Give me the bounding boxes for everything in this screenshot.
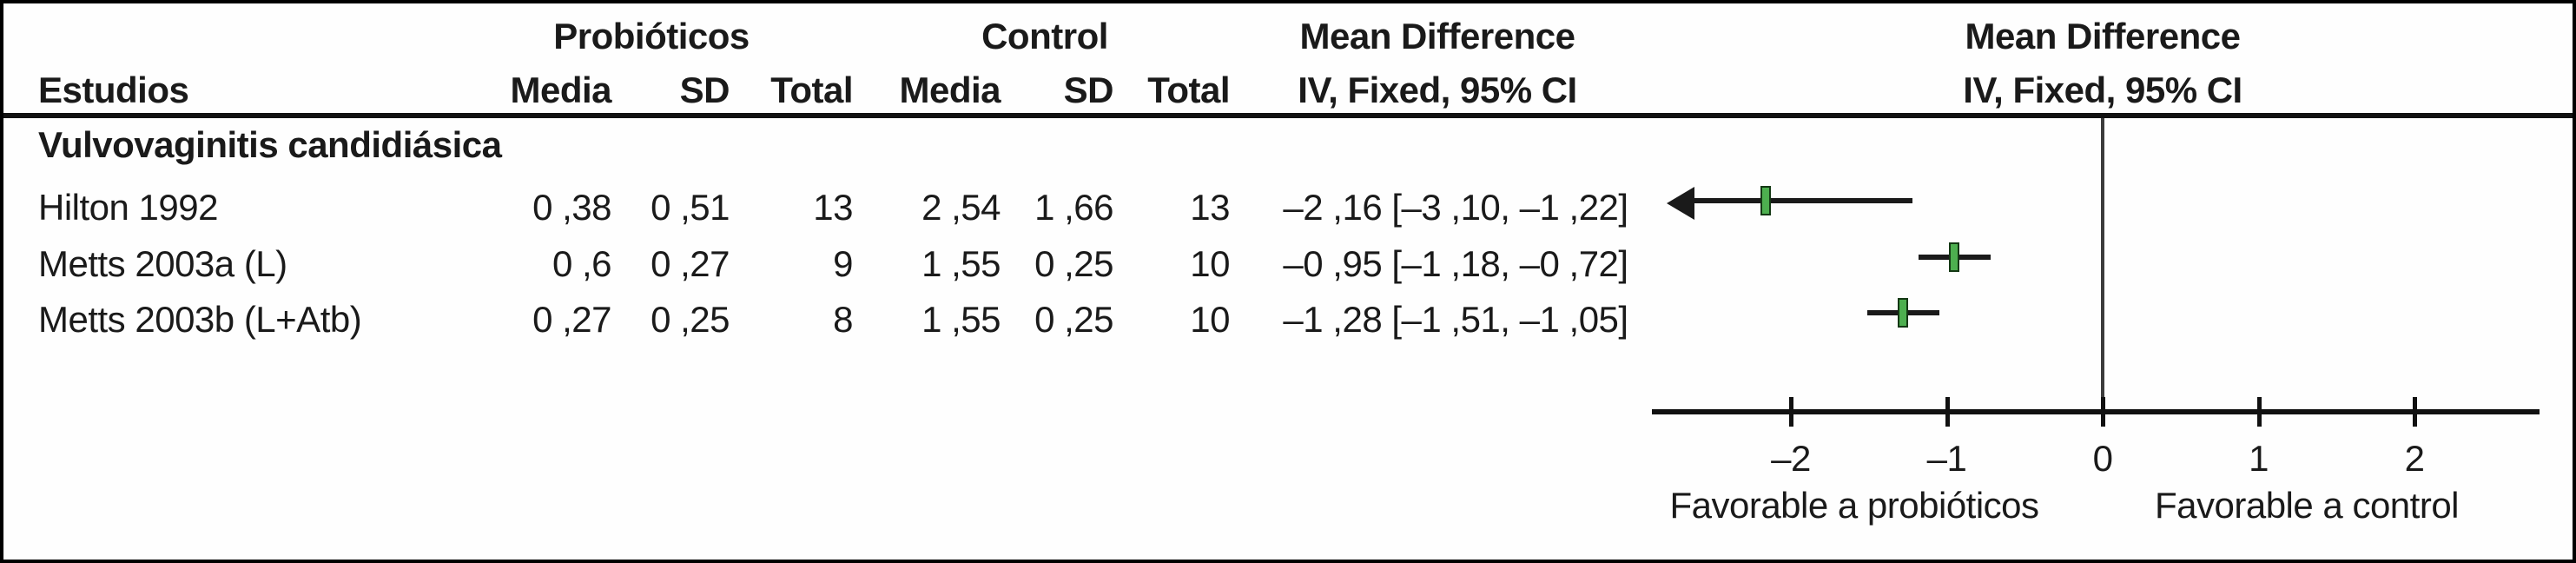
x-axis-line — [1652, 409, 2540, 414]
section-title: Vulvovaginitis candidiásica — [38, 124, 502, 165]
x-axis-tick — [2256, 397, 2262, 427]
zero-reference-line — [2101, 118, 2104, 413]
cell-p_sd: 0 ,51 — [651, 187, 730, 228]
cell-p_mean: 0 ,38 — [532, 187, 611, 228]
cell-p_total: 8 — [833, 299, 853, 340]
group-header-probiotics: Probióticos — [553, 16, 750, 56]
col-header-sd-1: SD — [679, 70, 730, 110]
effect-marker — [1760, 186, 1772, 215]
header-separator-line — [3, 113, 2573, 118]
x-axis-tick — [2413, 397, 2417, 427]
x-axis-tick-label: 0 — [2092, 438, 2113, 479]
x-axis-tick — [1945, 397, 1950, 427]
cell-p_total: 13 — [813, 187, 853, 228]
study-name: Metts 2003b (L+Atb) — [38, 299, 362, 340]
cell-c_sd: 0 ,25 — [1034, 299, 1113, 340]
ci-line — [1691, 198, 1912, 203]
study-name: Hilton 1992 — [38, 187, 218, 228]
col-header-iv-ci: IV, Fixed, 95% CI — [1298, 70, 1577, 110]
col-header-total-2: Total — [1147, 70, 1230, 110]
md-plot-header: Mean Difference — [1965, 16, 2241, 56]
col-header-media-2: Media — [899, 70, 1001, 110]
col-header-total-1: Total — [770, 70, 853, 110]
group-header-control: Control — [981, 16, 1108, 56]
cell-c_total: 10 — [1190, 299, 1230, 340]
plot-header-iv-ci: IV, Fixed, 95% CI — [1963, 70, 2242, 110]
cell-p_mean: 0 ,27 — [532, 299, 611, 340]
x-axis-tick-label: –2 — [1771, 438, 1811, 479]
x-axis-tick-label: –1 — [1926, 438, 1967, 479]
cell-c_mean: 1 ,55 — [921, 243, 1001, 284]
effect-marker — [1949, 242, 1960, 272]
xlabel-favors-probiotics: Favorable a probióticos — [1669, 485, 2039, 526]
cell-md-ci: –0 ,95 [–1 ,18, –0 ,72] — [1283, 243, 1628, 284]
cell-c_total: 13 — [1190, 187, 1230, 228]
cell-p_total: 9 — [833, 243, 853, 284]
cell-c_sd: 1 ,66 — [1034, 187, 1113, 228]
study-name: Metts 2003a (L) — [38, 243, 287, 284]
cell-md-ci: –2 ,16 [–3 ,10, –1 ,22] — [1283, 187, 1628, 228]
x-axis-tick-label: 2 — [2404, 438, 2425, 479]
cell-p_sd: 0 ,27 — [651, 243, 730, 284]
cell-c_total: 10 — [1190, 243, 1230, 284]
x-axis-tick-label: 1 — [2249, 438, 2269, 479]
cell-p_sd: 0 ,25 — [651, 299, 730, 340]
x-axis-tick — [2101, 397, 2105, 427]
cell-c_sd: 0 ,25 — [1034, 243, 1113, 284]
cell-c_mean: 1 ,55 — [921, 299, 1001, 340]
effect-marker — [1898, 298, 1909, 328]
md-column-header: Mean Difference — [1299, 16, 1575, 56]
cell-p_mean: 0 ,6 — [552, 243, 612, 284]
col-header-estudios: Estudios — [38, 70, 189, 110]
cell-md-ci: –1 ,28 [–1 ,51, –1 ,05] — [1283, 299, 1628, 340]
xlabel-favors-control: Favorable a control — [2154, 485, 2460, 526]
col-header-sd-2: SD — [1063, 70, 1114, 110]
ci-clip-arrow-left — [1667, 187, 1694, 220]
x-axis-tick — [1789, 397, 1793, 427]
cell-c_mean: 2 ,54 — [921, 187, 1001, 228]
col-header-media-1: Media — [510, 70, 611, 110]
